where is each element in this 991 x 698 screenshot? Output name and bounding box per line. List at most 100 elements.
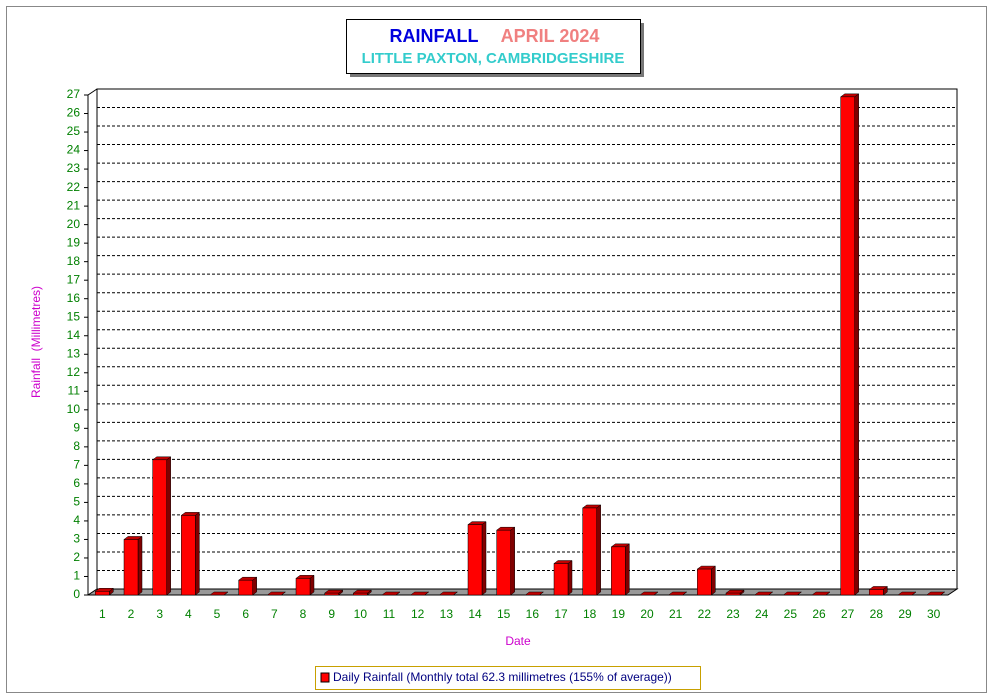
x-tick-label: 3 xyxy=(156,607,163,621)
bar-top xyxy=(381,591,401,596)
x-tick-label: 10 xyxy=(354,607,368,621)
bar-side xyxy=(711,565,716,596)
bar xyxy=(467,524,483,596)
y-tick-label: 23 xyxy=(67,161,81,175)
y-axis-depth xyxy=(87,88,98,96)
bar xyxy=(725,592,741,596)
bar-top xyxy=(438,591,459,596)
x-tick-label: 25 xyxy=(784,607,798,621)
bar-top xyxy=(209,591,229,596)
y-tick-label: 2 xyxy=(73,550,80,564)
x-tick-label: 18 xyxy=(583,607,597,621)
chart-subtitle: LITTLE PAXTON, CAMBRIDGESHIRE xyxy=(362,50,625,67)
title-box xyxy=(346,19,641,74)
y-tick-label: 10 xyxy=(67,402,81,416)
chart-title-period: APRIL 2024 xyxy=(501,26,600,46)
x-tick-label: 2 xyxy=(128,607,135,621)
bar-top xyxy=(925,591,946,596)
x-tick-label: 9 xyxy=(328,607,335,621)
bar-top xyxy=(897,591,917,596)
x-tick-label: 27 xyxy=(841,607,855,621)
y-tick-label: 8 xyxy=(73,439,80,453)
bar-top xyxy=(667,591,688,596)
bar-top xyxy=(524,591,545,596)
y-tick-label: 25 xyxy=(67,124,81,138)
x-tick-label: 26 xyxy=(812,607,826,621)
bar-top xyxy=(753,591,774,596)
y-tick-label: 11 xyxy=(68,383,81,397)
y-tick-label: 7 xyxy=(73,458,80,472)
bar xyxy=(123,539,139,596)
bar xyxy=(238,579,253,596)
x-tick-label: 12 xyxy=(411,607,425,621)
legend-box xyxy=(315,666,701,690)
y-tick-label: 16 xyxy=(67,291,81,305)
bar xyxy=(697,568,712,596)
y-tick-label: 22 xyxy=(67,180,81,194)
bar-side xyxy=(596,504,601,596)
bar xyxy=(181,515,196,596)
y-tick-label: 19 xyxy=(67,235,81,249)
bar-side xyxy=(510,526,515,596)
y-tick-label: 20 xyxy=(67,217,81,231)
x-tick-label: 30 xyxy=(927,607,941,621)
y-tick-label: 24 xyxy=(67,143,81,157)
x-tick-label: 21 xyxy=(669,607,683,621)
x-tick-label: 13 xyxy=(440,607,454,621)
y-tick-label: 4 xyxy=(73,513,80,527)
y-tick-label: 6 xyxy=(73,476,80,490)
bar-side xyxy=(854,93,859,596)
legend-swatch xyxy=(320,672,330,683)
x-tick-label: 15 xyxy=(497,607,511,621)
bar-side xyxy=(137,535,143,596)
bar-side xyxy=(166,456,171,596)
bar-top xyxy=(639,591,659,596)
x-tick-label: 20 xyxy=(640,607,654,621)
x-tick-label: 23 xyxy=(726,607,740,621)
y-tick-label: 26 xyxy=(67,106,81,120)
x-tick-label: 4 xyxy=(185,607,192,621)
y-tick-label: 9 xyxy=(73,421,80,435)
y-tick-label: 18 xyxy=(67,254,81,268)
bar xyxy=(353,592,368,596)
y-tick-label: 15 xyxy=(67,309,81,323)
x-tick-label: 17 xyxy=(554,607,568,621)
bar-side xyxy=(195,511,200,596)
chart-title: RAINFALL xyxy=(390,26,479,46)
x-tick-label: 29 xyxy=(898,607,912,621)
bar-side xyxy=(625,543,630,596)
legend-label: Daily Rainfall (Monthly total 62.3 milli… xyxy=(333,670,672,684)
x-tick-label: 19 xyxy=(612,607,626,621)
bar xyxy=(553,563,569,596)
x-tick-label: 22 xyxy=(698,607,712,621)
y-axis-label: Rainfall (Millimetres) xyxy=(29,286,43,398)
bar xyxy=(869,589,884,596)
bar xyxy=(496,529,511,596)
y-tick-label: 14 xyxy=(67,328,81,342)
y-tick-label: 13 xyxy=(67,346,81,360)
bar-top xyxy=(782,591,803,596)
bar-side xyxy=(567,560,573,596)
bar xyxy=(324,592,339,596)
y-tick-label: 17 xyxy=(67,272,81,286)
y-tick-label: 3 xyxy=(73,532,80,546)
bar-top xyxy=(266,591,287,596)
x-tick-label: 14 xyxy=(468,607,482,621)
y-tick-label: 27 xyxy=(67,87,81,101)
x-tick-label: 28 xyxy=(870,607,884,621)
x-tick-label: 7 xyxy=(271,607,278,621)
x-tick-label: 6 xyxy=(242,607,249,621)
bar-side xyxy=(481,521,487,596)
y-tick-label: 12 xyxy=(67,365,81,379)
plot-back-wall xyxy=(96,88,958,590)
bar-top xyxy=(811,591,831,596)
bar xyxy=(295,578,311,596)
x-tick-label: 16 xyxy=(526,607,540,621)
x-tick-label: 1 xyxy=(99,607,106,621)
x-tick-label: 24 xyxy=(755,607,769,621)
bar-top xyxy=(409,591,430,596)
x-axis-label: Date xyxy=(505,634,531,648)
y-tick-label: 5 xyxy=(73,495,80,509)
bar-side xyxy=(309,574,315,596)
